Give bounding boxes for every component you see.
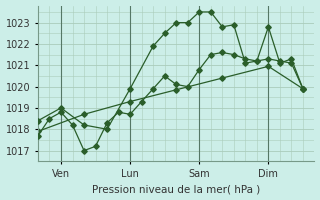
X-axis label: Pression niveau de la mer( hPa ): Pression niveau de la mer( hPa ) bbox=[92, 184, 260, 194]
